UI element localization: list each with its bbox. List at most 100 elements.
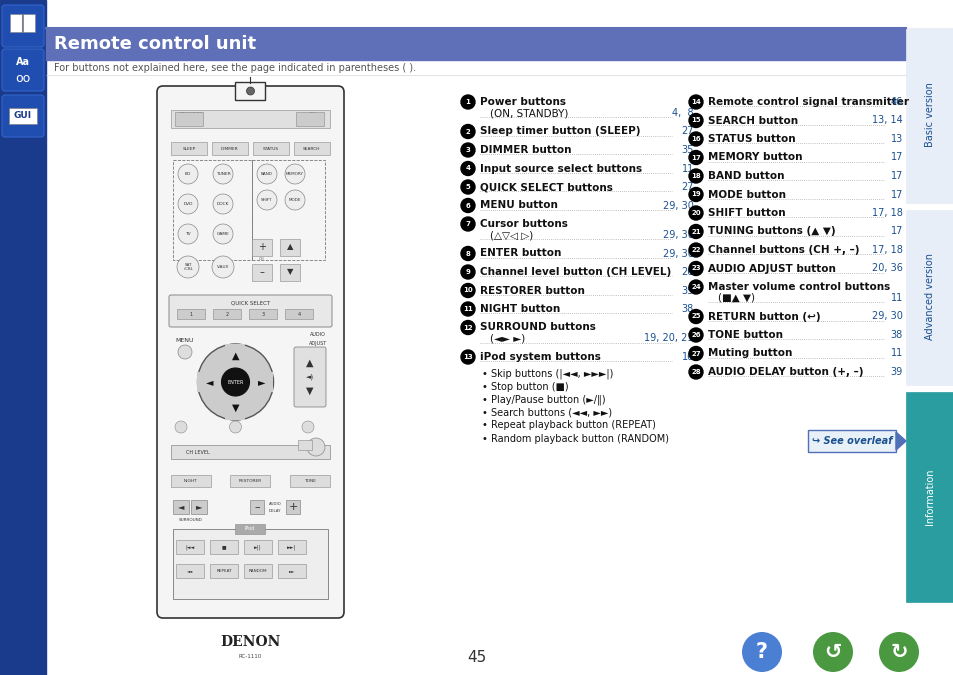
Text: 17, 18: 17, 18: [871, 245, 902, 255]
Text: 19: 19: [690, 192, 700, 198]
Text: 29, 30: 29, 30: [662, 200, 693, 211]
Text: 11: 11: [890, 348, 902, 358]
Text: 27: 27: [680, 126, 693, 136]
Text: MEMORY button: MEMORY button: [707, 153, 801, 163]
Text: • Stop button (■): • Stop button (■): [481, 381, 568, 391]
Text: BAND button: BAND button: [707, 171, 783, 181]
Bar: [191, 500, 207, 514]
Circle shape: [688, 95, 702, 109]
Bar: [0, 0, 46, 675]
Bar: [213, 309, 241, 319]
Circle shape: [213, 164, 233, 184]
Circle shape: [688, 206, 702, 220]
Text: iPod system buttons: iPod system buttons: [479, 352, 600, 362]
Text: MEMORY: MEMORY: [286, 172, 304, 176]
Text: 17: 17: [890, 171, 902, 181]
Circle shape: [213, 224, 233, 244]
Circle shape: [688, 310, 702, 323]
Text: 16: 16: [691, 136, 700, 142]
Text: Channel level button (CH LEVEL): Channel level button (CH LEVEL): [479, 267, 671, 277]
Text: STATUS: STATUS: [263, 146, 279, 151]
Text: ►►|: ►►|: [287, 544, 296, 549]
Bar: [210, 564, 237, 578]
Text: 22: 22: [691, 247, 700, 253]
Text: ▲: ▲: [287, 242, 293, 252]
Text: ►: ►: [257, 377, 265, 387]
Text: 13: 13: [890, 134, 902, 144]
Text: 21: 21: [691, 229, 700, 234]
Text: SHIFT: SHIFT: [261, 198, 273, 202]
Text: 20, 36: 20, 36: [871, 263, 902, 273]
Bar: [210, 540, 237, 554]
Text: 17: 17: [890, 153, 902, 163]
Circle shape: [688, 261, 702, 275]
Bar: [234, 524, 265, 534]
Text: 17: 17: [890, 227, 902, 236]
Text: QUICK SELECT buttons: QUICK SELECT buttons: [479, 182, 612, 192]
Bar: [175, 564, 204, 578]
Circle shape: [256, 164, 276, 184]
Text: 23: 23: [691, 265, 700, 271]
Circle shape: [174, 421, 187, 433]
Bar: [171, 110, 330, 128]
Text: ▼: ▼: [306, 386, 314, 396]
Text: Cursor buttons: Cursor buttons: [479, 219, 567, 229]
Text: iPod: iPod: [245, 526, 254, 531]
Text: 2: 2: [225, 311, 229, 317]
Text: 15: 15: [691, 117, 700, 124]
Bar: [249, 309, 276, 319]
Text: 39: 39: [681, 286, 693, 296]
Bar: [290, 475, 330, 487]
Text: 27: 27: [680, 182, 693, 192]
Circle shape: [688, 328, 702, 342]
Text: TONE: TONE: [304, 479, 315, 483]
Text: GAME: GAME: [216, 232, 230, 236]
Bar: [905, 392, 953, 602]
Circle shape: [460, 124, 475, 138]
Circle shape: [460, 217, 475, 231]
Text: 16: 16: [681, 352, 693, 362]
Text: SEARCH button: SEARCH button: [707, 115, 798, 126]
Circle shape: [212, 256, 233, 278]
Text: 39: 39: [890, 367, 902, 377]
Text: RC-1110: RC-1110: [238, 655, 262, 659]
Text: 25: 25: [691, 313, 700, 319]
Circle shape: [221, 368, 250, 396]
Text: AUDIO: AUDIO: [310, 331, 326, 337]
Text: • Play/Pause button (►/‖): • Play/Pause button (►/‖): [481, 394, 605, 405]
Text: ►||: ►||: [254, 544, 261, 549]
Text: 38: 38: [681, 304, 693, 314]
Text: 26: 26: [680, 267, 693, 277]
FancyBboxPatch shape: [172, 529, 328, 599]
Text: SEARCH: SEARCH: [303, 146, 320, 151]
Text: Channel buttons (CH +, –): Channel buttons (CH +, –): [707, 245, 859, 255]
Text: DIMMER: DIMMER: [221, 146, 238, 151]
Text: ↻: ↻: [889, 642, 907, 662]
Text: 24: 24: [690, 284, 700, 290]
Text: ◄): ◄): [306, 374, 314, 380]
Circle shape: [688, 243, 702, 257]
Text: 3: 3: [261, 311, 264, 317]
Bar: [171, 475, 211, 487]
Text: NIGHT: NIGHT: [184, 479, 197, 483]
Circle shape: [460, 180, 475, 194]
Text: ◄◄: ◄◄: [187, 569, 193, 573]
Text: 7: 7: [465, 221, 470, 227]
Text: 1: 1: [465, 99, 470, 105]
Text: ◄: ◄: [177, 502, 184, 512]
Text: 26: 26: [691, 332, 700, 338]
Text: ENTER: ENTER: [227, 379, 243, 385]
Circle shape: [178, 345, 192, 359]
Text: AUDIO DELAY button (+, –): AUDIO DELAY button (+, –): [707, 367, 862, 377]
Text: Muting button: Muting button: [707, 348, 792, 358]
Circle shape: [460, 143, 475, 157]
Bar: [280, 239, 299, 256]
Circle shape: [246, 87, 254, 95]
Text: DIMMER button: DIMMER button: [479, 145, 571, 155]
Text: Power buttons: Power buttons: [479, 97, 565, 107]
Circle shape: [285, 190, 305, 210]
Text: 9: 9: [465, 269, 470, 275]
Text: 20: 20: [691, 210, 700, 216]
Bar: [9, 108, 37, 124]
Text: DENON: DENON: [220, 635, 280, 649]
